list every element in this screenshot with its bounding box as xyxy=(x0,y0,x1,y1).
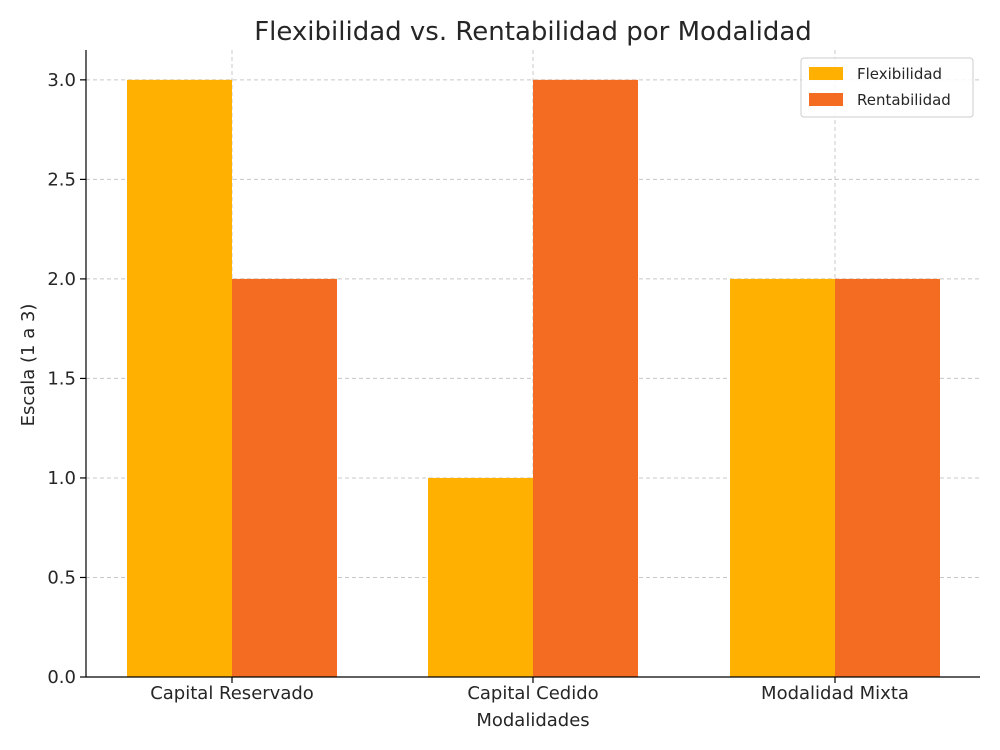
bar-rentabilidad-2 xyxy=(533,79,638,678)
bar-flexibilidad-2 xyxy=(428,477,533,677)
axes: 0.0 0.5 1.0 1.5 2.0 2.5 3.0 Capital Reservado Ca… xyxy=(47,50,980,704)
y-tick-label: 3.0 xyxy=(47,70,76,91)
legend-swatch xyxy=(809,67,843,80)
bar-rentabilidad-1 xyxy=(232,278,337,677)
y-tick-label: 0.5 xyxy=(47,567,76,588)
bars xyxy=(127,79,940,678)
x-axis-label: Modalidades xyxy=(476,710,589,731)
x-tick-label: Capital Reservado xyxy=(150,683,314,704)
bar-flexibilidad-1 xyxy=(127,79,232,678)
x-tick-label: Modalidad Mixta xyxy=(761,683,909,704)
legend: Flexibilidad Rentabilidad xyxy=(800,57,974,118)
legend-box xyxy=(800,57,974,118)
y-tick-label: 2.0 xyxy=(47,269,76,290)
x-tick-label: Capital Cedido xyxy=(467,683,598,704)
y-tick-label: 1.5 xyxy=(47,368,76,389)
chart-title: Flexibilidad vs. Rentabilidad por Modali… xyxy=(254,17,812,47)
bar-rentabilidad-3 xyxy=(835,278,940,677)
y-tick-label: 2.5 xyxy=(47,169,76,190)
y-tick-label: 0.0 xyxy=(47,667,76,688)
y-tick-label: 1.0 xyxy=(47,468,76,489)
legend-label: Rentabilidad xyxy=(857,91,951,109)
y-axis-label: Escala (1 a 3) xyxy=(18,304,39,427)
bar-flexibilidad-3 xyxy=(730,278,835,677)
legend-swatch xyxy=(809,93,843,106)
legend-label: Flexibilidad xyxy=(857,65,942,83)
